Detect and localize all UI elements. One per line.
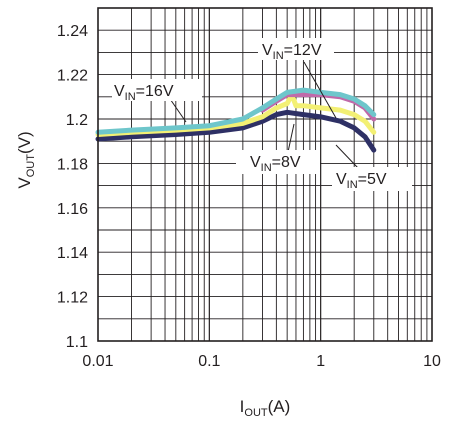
y-tick-label: 1.24 [57, 23, 88, 40]
x-tick-label: 10 [423, 353, 441, 370]
y-axis-label-sub: OUT [25, 154, 37, 178]
series-line-vin-5v [95, 109, 377, 153]
label-vin5-main: V [336, 171, 347, 188]
label-vin5-sub: IN [347, 179, 358, 191]
label-vin5-tail: =5V [358, 171, 387, 188]
label-vin8-tail: =8V [272, 154, 301, 171]
y-tick-label: 1.12 [57, 290, 88, 307]
x-tick-labels: 0.01 0.1 1 10 [82, 353, 441, 370]
label-vin8-main: V [250, 154, 261, 171]
label-vin16-main: V [114, 83, 125, 100]
x-tick-label: 0.1 [198, 353, 220, 370]
x-axis-label: IOUT(A) [240, 397, 291, 419]
label-vin12-tail: =12V [284, 42, 322, 59]
y-axis-label: VOUT(V) [15, 131, 37, 188]
label-vin16-sub: IN [125, 91, 136, 103]
series-annotations: VIN=12V VIN=16V VIN=8V VIN=5V [112, 38, 412, 191]
label-bg-vin16 [112, 79, 202, 101]
label-vin12-main: V [262, 42, 273, 59]
x-tick-label: 1 [316, 353, 325, 370]
y-tick-label: 1.14 [57, 245, 88, 262]
label-vin16-tail: =16V [136, 83, 174, 100]
label-bg-vin5 [332, 167, 412, 191]
label-bg-vin8 [236, 150, 320, 174]
y-tick-label: 1.1 [66, 334, 88, 351]
y-tick-label: 1.16 [57, 201, 88, 218]
label-vin8: VIN=8V [250, 154, 301, 174]
leader-line-vin12 [303, 61, 337, 119]
plot-frame [97, 7, 433, 342]
y-axis-label-main: V [15, 177, 34, 189]
label-vin8-sub: IN [261, 162, 272, 174]
leader-line-vin8 [287, 123, 295, 153]
x-tick-label: 0.01 [82, 353, 113, 370]
leader-line-vin5 [335, 144, 359, 169]
x-axis-label-main: I [240, 397, 245, 416]
y-tick-label: 1.18 [57, 156, 88, 173]
label-vin16: VIN=16V [114, 83, 174, 103]
y-tick-label: 1.2 [66, 112, 88, 129]
series-lines [95, 87, 377, 153]
label-vin5: VIN=5V [336, 171, 387, 191]
grid [98, 8, 432, 341]
x-axis-label-sub: OUT [244, 407, 268, 419]
x-axis-label-tail: (A) [268, 397, 291, 416]
y-axis-label-tail: (V) [15, 131, 34, 154]
y-tick-labels: 1.1 1.12 1.14 1.16 1.18 1.2 1.22 1.24 [57, 23, 88, 351]
label-vin12-sub: IN [273, 50, 284, 62]
series-line-vin-16v [95, 87, 377, 135]
label-bg-vin12 [258, 38, 334, 60]
y-tick-label: 1.22 [57, 68, 88, 85]
label-vin12: VIN=12V [262, 42, 322, 62]
